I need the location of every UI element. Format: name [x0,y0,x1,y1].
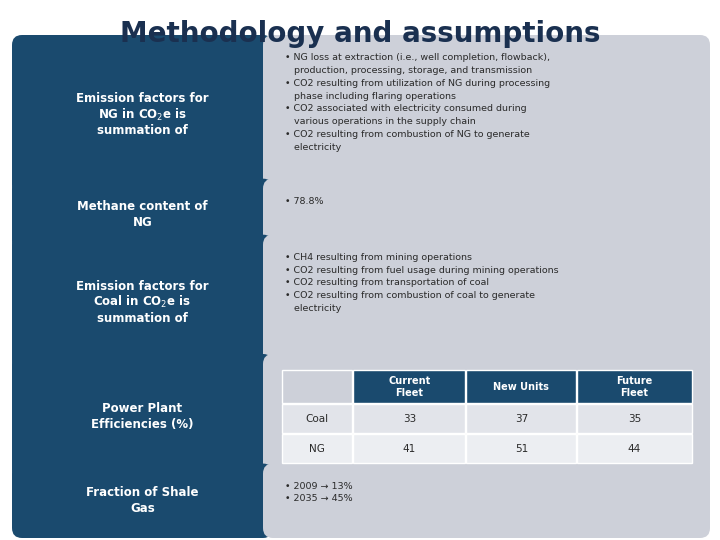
Text: NG: NG [132,216,153,229]
FancyBboxPatch shape [467,434,577,463]
Text: NG: NG [309,443,325,454]
FancyBboxPatch shape [577,404,691,433]
Text: 33: 33 [402,414,416,424]
FancyBboxPatch shape [12,463,273,538]
FancyBboxPatch shape [12,354,273,480]
FancyBboxPatch shape [354,404,465,433]
FancyBboxPatch shape [12,235,273,370]
FancyBboxPatch shape [263,179,710,251]
Text: NG in CO$_2$e is: NG in CO$_2$e is [98,107,187,123]
Text: Gas: Gas [130,502,155,515]
FancyBboxPatch shape [577,370,691,403]
FancyBboxPatch shape [354,434,465,463]
FancyBboxPatch shape [467,370,577,403]
Text: Methodology and assumptions: Methodology and assumptions [120,20,600,48]
Text: Current
Fleet: Current Fleet [388,376,431,397]
FancyBboxPatch shape [282,370,352,403]
Text: Future
Fleet: Future Fleet [616,376,652,397]
Text: 41: 41 [402,443,416,454]
Text: • 2009 → 13%
• 2035 → 45%: • 2009 → 13% • 2035 → 45% [285,482,353,503]
FancyBboxPatch shape [263,354,710,480]
Text: Fraction of Shale: Fraction of Shale [86,487,199,500]
Text: New Units: New Units [493,382,549,392]
Text: • NG loss at extraction (i.e., well completion, flowback),
   production, proces: • NG loss at extraction (i.e., well comp… [285,53,550,152]
FancyBboxPatch shape [263,235,710,370]
FancyBboxPatch shape [263,35,710,194]
FancyBboxPatch shape [282,404,352,433]
Text: Efficiencies (%): Efficiencies (%) [91,418,194,431]
Text: summation of: summation of [97,124,188,137]
FancyBboxPatch shape [577,434,691,463]
Text: Methane content of: Methane content of [77,200,208,213]
Text: 35: 35 [628,414,641,424]
Text: Emission factors for: Emission factors for [76,92,209,105]
Text: • CH4 resulting from mining operations
• CO2 resulting from fuel usage during mi: • CH4 resulting from mining operations •… [285,253,559,313]
Text: • 78.8%: • 78.8% [285,197,323,206]
Text: Coal: Coal [305,414,328,424]
Text: summation of: summation of [97,312,188,325]
FancyBboxPatch shape [354,370,465,403]
FancyBboxPatch shape [263,463,710,538]
FancyBboxPatch shape [12,35,273,194]
Text: 51: 51 [515,443,528,454]
Text: 44: 44 [628,443,641,454]
FancyBboxPatch shape [12,179,273,251]
FancyBboxPatch shape [467,404,577,433]
Text: Emission factors for: Emission factors for [76,280,209,293]
Text: Power Plant: Power Plant [102,402,183,415]
Text: Coal in CO$_2$e is: Coal in CO$_2$e is [94,294,192,310]
Text: 37: 37 [515,414,528,424]
FancyBboxPatch shape [282,434,352,463]
